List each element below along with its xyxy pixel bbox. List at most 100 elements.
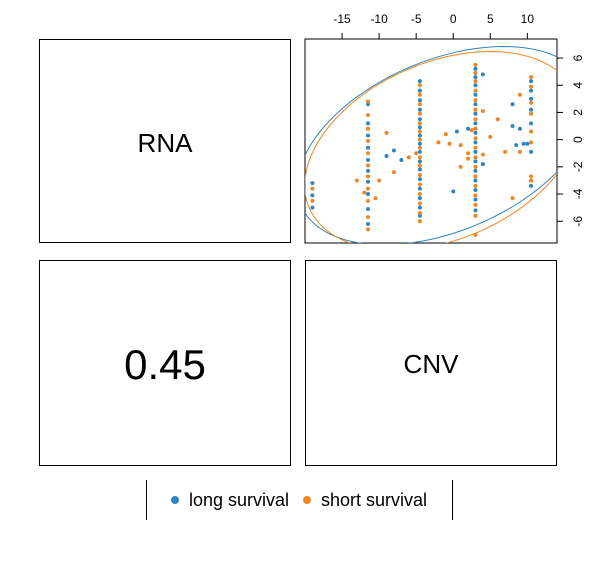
legend-right-bar — [452, 480, 453, 520]
point-long — [417, 196, 422, 201]
point-long — [473, 159, 478, 164]
point-short — [473, 193, 478, 198]
point-long — [473, 149, 478, 154]
point-short — [473, 126, 478, 131]
confidence-ellipses — [305, 46, 557, 243]
x-tick-label: 10 — [521, 12, 535, 26]
y-tick-label: 0 — [571, 136, 585, 143]
point-short — [517, 149, 522, 154]
x-tick-label: -10 — [370, 12, 388, 26]
point-short — [473, 88, 478, 93]
x-tick-label: -5 — [411, 12, 422, 26]
point-long — [417, 141, 422, 146]
point-short — [517, 92, 522, 97]
point-long — [521, 141, 526, 146]
point-long — [366, 158, 370, 163]
point-long — [366, 221, 370, 226]
variable-label-cnv: CNV — [403, 349, 459, 379]
y-tick-label: 6 — [571, 54, 585, 61]
point-short — [373, 196, 378, 201]
point-short — [529, 111, 534, 116]
point-short — [473, 98, 478, 103]
point-long — [473, 140, 478, 145]
point-long — [473, 178, 478, 183]
point-long — [529, 96, 534, 101]
point-short — [366, 163, 370, 168]
point-short — [384, 130, 389, 135]
point-long — [417, 159, 422, 164]
point-short — [366, 215, 370, 220]
point-short — [366, 139, 370, 143]
point-short — [473, 183, 478, 188]
point-long — [529, 121, 534, 126]
point-short — [473, 71, 478, 75]
point-short — [473, 174, 478, 179]
point-short — [529, 140, 534, 145]
y-tick-label: -4 — [571, 188, 585, 199]
point-short — [473, 62, 478, 67]
legend-left-bar — [146, 480, 147, 520]
y-tick-label: 2 — [571, 109, 585, 116]
point-short — [406, 155, 411, 160]
y-tick-label: -6 — [571, 216, 585, 227]
point-short — [495, 117, 500, 122]
point-short — [529, 84, 534, 89]
y-axis-right: -6 -4 -2 0 2 4 6 — [556, 54, 585, 227]
point-long — [417, 88, 422, 93]
point-short — [436, 140, 441, 145]
point-short — [503, 149, 508, 154]
variable-label-rna: RNA — [137, 128, 193, 158]
point-short — [417, 83, 422, 88]
point-short — [417, 211, 422, 216]
point-long — [366, 192, 370, 197]
point-long — [473, 168, 478, 173]
point-long — [310, 193, 315, 198]
point-long — [366, 179, 370, 184]
point-long — [473, 75, 478, 80]
point-short — [417, 145, 422, 150]
ellipse-long — [305, 46, 557, 243]
legend-item-long: long survival — [170, 489, 289, 511]
point-long — [473, 92, 478, 97]
point-long — [417, 79, 422, 84]
point-long — [366, 145, 370, 150]
point-long — [529, 107, 534, 112]
point-short — [310, 198, 315, 203]
point-short — [480, 109, 485, 114]
point-short — [529, 129, 534, 134]
x-tick-label: 5 — [487, 12, 494, 26]
point-long — [529, 88, 534, 93]
point-short — [529, 75, 534, 80]
point-short — [458, 143, 463, 148]
point-short — [362, 190, 367, 195]
point-short — [447, 141, 452, 146]
point-long — [510, 102, 515, 107]
point-long — [417, 186, 422, 191]
legend-label-long: long survival — [188, 489, 289, 510]
point-long — [473, 83, 478, 88]
point-short — [529, 100, 534, 105]
point-short — [458, 164, 463, 169]
point-short — [366, 126, 370, 131]
point-short — [473, 79, 478, 84]
point-short — [417, 173, 422, 177]
y-tick-label: -2 — [571, 161, 585, 172]
point-short — [473, 107, 478, 112]
x-tick-label: -15 — [333, 12, 351, 26]
point-long — [417, 133, 422, 138]
point-short — [366, 227, 370, 232]
point-short — [417, 219, 422, 224]
point-long — [466, 126, 471, 131]
point-short — [366, 198, 370, 203]
point-short — [510, 196, 515, 201]
point-short — [473, 232, 478, 237]
x-tick-label: 0 — [450, 12, 457, 26]
point-long — [417, 107, 422, 112]
point-short — [417, 182, 422, 187]
point-long — [366, 133, 370, 138]
point-long — [473, 208, 478, 213]
point-short — [366, 151, 370, 156]
point-long — [391, 148, 396, 153]
point-short — [417, 121, 422, 126]
point-short — [480, 152, 485, 157]
